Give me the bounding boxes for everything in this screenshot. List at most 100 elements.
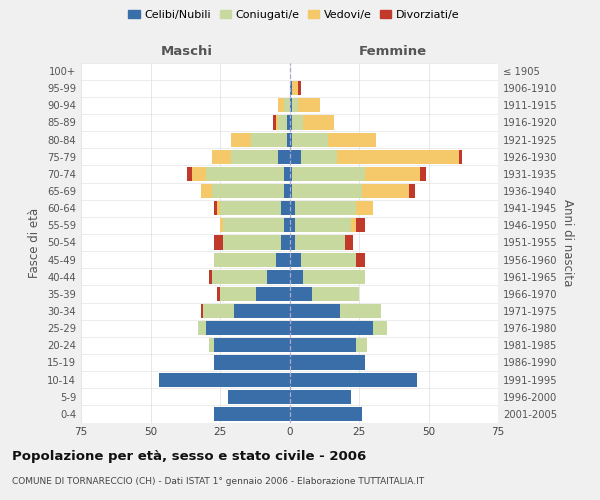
- Bar: [328, 132, 376, 146]
- Bar: [345, 236, 353, 250]
- Bar: [234, 304, 290, 318]
- Bar: [284, 184, 290, 198]
- Bar: [298, 81, 301, 95]
- Bar: [420, 167, 426, 181]
- Y-axis label: Anni di nascita: Anni di nascita: [561, 199, 574, 286]
- Bar: [350, 218, 356, 232]
- Bar: [267, 270, 290, 284]
- Bar: [409, 184, 415, 198]
- Bar: [356, 218, 365, 232]
- Text: Popolazione per età, sesso e stato civile - 2006: Popolazione per età, sesso e stato civil…: [12, 450, 366, 463]
- Bar: [290, 132, 292, 146]
- Bar: [301, 252, 356, 266]
- Bar: [231, 150, 278, 164]
- Bar: [290, 407, 362, 421]
- Bar: [290, 150, 301, 164]
- Bar: [256, 287, 290, 301]
- Bar: [287, 116, 290, 130]
- Bar: [275, 116, 278, 130]
- Bar: [203, 304, 234, 318]
- Bar: [212, 184, 284, 198]
- Bar: [290, 287, 312, 301]
- Bar: [198, 321, 206, 335]
- Bar: [295, 218, 350, 232]
- Bar: [214, 338, 290, 352]
- Bar: [290, 252, 301, 266]
- Bar: [281, 201, 290, 215]
- Legend: Celibi/Nubili, Coniugati/e, Vedovi/e, Divorziati/e: Celibi/Nubili, Coniugati/e, Vedovi/e, Di…: [124, 6, 464, 25]
- Bar: [340, 304, 381, 318]
- Bar: [292, 116, 304, 130]
- Bar: [284, 218, 290, 232]
- Bar: [373, 321, 387, 335]
- Bar: [292, 98, 298, 112]
- Bar: [459, 150, 462, 164]
- Bar: [304, 116, 334, 130]
- Bar: [220, 218, 223, 232]
- Bar: [295, 201, 356, 215]
- Bar: [217, 201, 220, 215]
- Bar: [284, 167, 290, 181]
- Bar: [278, 150, 290, 164]
- Bar: [251, 132, 287, 146]
- Bar: [290, 184, 292, 198]
- Bar: [223, 236, 281, 250]
- Bar: [273, 116, 275, 130]
- Bar: [223, 218, 284, 232]
- Bar: [214, 407, 290, 421]
- Text: COMUNE DI TORNARECCIO (CH) - Dati ISTAT 1° gennaio 2006 - Elaborazione TUTTAITAL: COMUNE DI TORNARECCIO (CH) - Dati ISTAT …: [12, 478, 424, 486]
- Bar: [212, 150, 231, 164]
- Bar: [287, 132, 290, 146]
- Bar: [290, 321, 373, 335]
- Bar: [290, 218, 295, 232]
- Bar: [275, 252, 290, 266]
- Bar: [214, 356, 290, 370]
- Bar: [290, 270, 304, 284]
- Bar: [290, 304, 340, 318]
- Bar: [337, 150, 459, 164]
- Bar: [365, 167, 420, 181]
- Bar: [292, 132, 328, 146]
- Bar: [159, 372, 290, 386]
- Bar: [206, 321, 290, 335]
- Bar: [290, 372, 418, 386]
- Text: Femmine: Femmine: [358, 45, 427, 58]
- Bar: [231, 132, 251, 146]
- Bar: [290, 116, 292, 130]
- Bar: [356, 252, 365, 266]
- Bar: [206, 167, 284, 181]
- Bar: [362, 184, 409, 198]
- Bar: [356, 201, 373, 215]
- Bar: [278, 98, 284, 112]
- Bar: [301, 150, 337, 164]
- Bar: [214, 252, 275, 266]
- Bar: [304, 270, 365, 284]
- Bar: [200, 304, 203, 318]
- Bar: [298, 98, 320, 112]
- Bar: [290, 201, 295, 215]
- Text: Maschi: Maschi: [161, 45, 212, 58]
- Bar: [214, 201, 217, 215]
- Bar: [220, 201, 281, 215]
- Bar: [212, 270, 267, 284]
- Bar: [312, 287, 359, 301]
- Bar: [278, 116, 287, 130]
- Bar: [217, 287, 220, 301]
- Bar: [281, 236, 290, 250]
- Bar: [284, 98, 290, 112]
- Bar: [290, 338, 356, 352]
- Bar: [356, 338, 367, 352]
- Bar: [290, 390, 350, 404]
- Bar: [209, 338, 214, 352]
- Bar: [290, 236, 295, 250]
- Bar: [290, 81, 292, 95]
- Bar: [200, 184, 212, 198]
- Bar: [220, 287, 256, 301]
- Bar: [209, 270, 212, 284]
- Bar: [187, 167, 192, 181]
- Bar: [290, 356, 365, 370]
- Y-axis label: Fasce di età: Fasce di età: [28, 208, 41, 278]
- Bar: [292, 167, 365, 181]
- Bar: [292, 81, 298, 95]
- Bar: [290, 167, 292, 181]
